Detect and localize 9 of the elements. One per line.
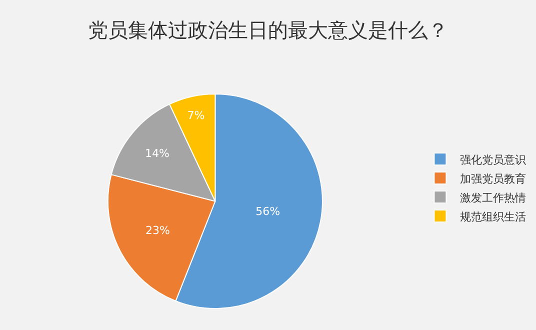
legend-label: 规范组织生活 (460, 210, 526, 224)
data-label: 14% (145, 146, 170, 160)
chart-title: 党员集体过政治生日的最大意义是什么？ (88, 18, 448, 42)
data-label: 56% (256, 204, 280, 218)
legend-label: 加强党员教育 (460, 172, 526, 186)
data-label: 23% (145, 224, 170, 238)
legend-label: 激发工作热情 (460, 191, 526, 204)
legend-label: 强化党员意识 (460, 153, 526, 166)
data-label: 7% (187, 108, 205, 122)
